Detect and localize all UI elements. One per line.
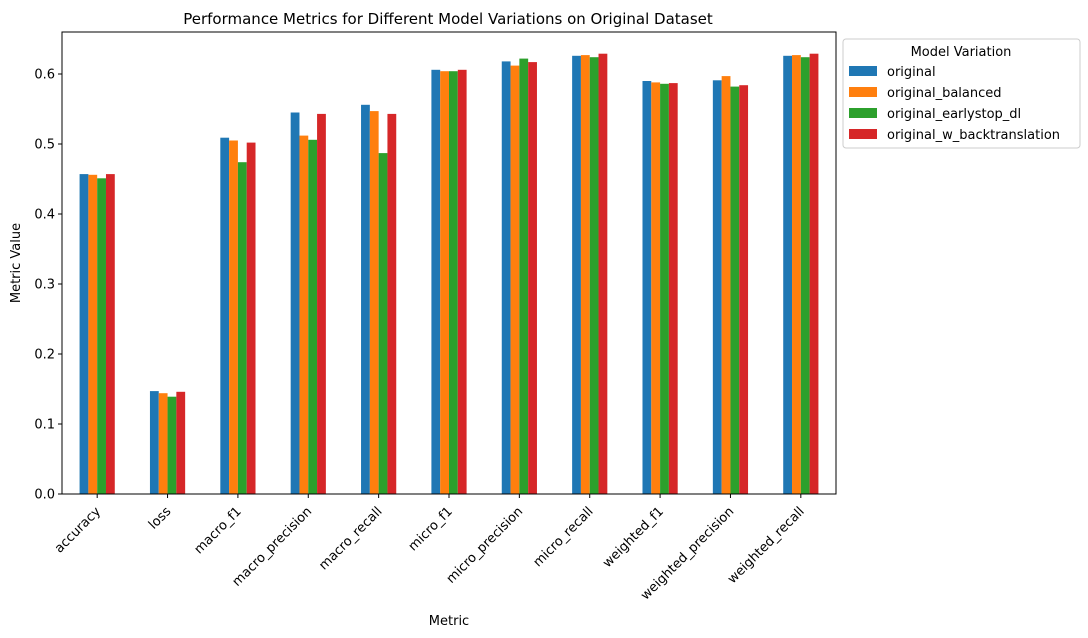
bar-original_balanced-weighted_precision bbox=[721, 76, 731, 494]
legend-swatch-original_w_backtranslation bbox=[849, 129, 877, 139]
bar-original-micro_recall bbox=[572, 55, 581, 495]
bar-original_balanced-micro_f1 bbox=[440, 71, 449, 494]
x-axis-label: Metric bbox=[429, 614, 469, 629]
bar-original_earlystop_dl-micro_precision bbox=[519, 58, 529, 494]
bar-original_w_backtranslation-weighted_recall bbox=[809, 53, 819, 494]
bar-original_w_backtranslation-weighted_f1 bbox=[668, 83, 678, 494]
legend-label-original: original bbox=[887, 65, 936, 80]
legend-box bbox=[842, 38, 1081, 149]
x-tick-label-accuracy: accuracy bbox=[52, 504, 104, 556]
y-tick-label: 0.6 bbox=[34, 68, 55, 83]
y-tick-label: 0.0 bbox=[34, 488, 55, 503]
bars-group bbox=[79, 53, 819, 495]
bar-original_earlystop_dl-micro_f1 bbox=[449, 71, 458, 494]
y-tick-label: 0.4 bbox=[34, 208, 55, 223]
bar-original-micro_f1 bbox=[431, 69, 441, 495]
legend-swatch-original_earlystop_dl bbox=[849, 108, 877, 118]
bar-original_earlystop_dl-macro_f1 bbox=[237, 162, 247, 494]
bar-original_earlystop_dl-micro_recall bbox=[589, 57, 599, 494]
bar-original_earlystop_dl-loss bbox=[167, 396, 177, 494]
legend-title: Model Variation bbox=[911, 45, 1012, 60]
bar-original_w_backtranslation-loss bbox=[176, 391, 186, 494]
bar-original-weighted_f1 bbox=[642, 81, 652, 494]
y-tick-label: 0.2 bbox=[34, 348, 55, 363]
bar-original-macro_f1 bbox=[220, 137, 230, 494]
x-tick-label-micro_recall: micro_recall bbox=[531, 504, 597, 570]
bar-original_w_backtranslation-micro_f1 bbox=[457, 69, 467, 495]
x-tick-label-loss: loss bbox=[146, 504, 175, 533]
bar-original_balanced-weighted_f1 bbox=[651, 82, 661, 495]
chart-title: Performance Metrics for Different Model … bbox=[183, 10, 713, 28]
legend: Model Variation original original_balance… bbox=[842, 38, 1081, 149]
bar-original_balanced-micro_recall bbox=[580, 55, 590, 494]
bar-original-macro_recall bbox=[361, 104, 370, 495]
bar-original_earlystop_dl-weighted_f1 bbox=[660, 83, 669, 495]
bar-original_earlystop_dl-weighted_recall bbox=[800, 57, 810, 494]
bar-original_earlystop_dl-accuracy bbox=[97, 178, 106, 495]
bar-original-accuracy bbox=[79, 174, 89, 494]
y-axis-label: Metric Value bbox=[9, 223, 24, 303]
bar-original_earlystop_dl-macro_precision bbox=[308, 139, 318, 495]
bar-original_balanced-accuracy bbox=[88, 174, 98, 495]
bar-original_balanced-loss bbox=[158, 393, 168, 494]
bar-original_balanced-macro_f1 bbox=[229, 140, 238, 494]
x-tick-label-weighted_f1: weighted_f1 bbox=[600, 504, 667, 571]
bar-original_w_backtranslation-weighted_precision bbox=[739, 85, 749, 494]
bar-original-weighted_precision bbox=[712, 80, 722, 495]
bar-original_balanced-weighted_recall bbox=[792, 55, 801, 494]
y-tick-label: 0.3 bbox=[34, 278, 55, 293]
x-tick-label-weighted_recall: weighted_recall bbox=[725, 504, 808, 587]
bar-original_w_backtranslation-macro_precision bbox=[317, 113, 326, 495]
bar-original_w_backtranslation-macro_recall bbox=[387, 113, 397, 495]
bar-original_w_backtranslation-macro_f1 bbox=[246, 142, 256, 494]
y-tick-label: 0.5 bbox=[34, 138, 55, 153]
bar-original_earlystop_dl-weighted_precision bbox=[730, 86, 740, 494]
legend-swatch-original_balanced bbox=[849, 87, 877, 97]
bar-original-loss bbox=[149, 391, 159, 494]
legend-label-original_w_backtranslation: original_w_backtranslation bbox=[887, 128, 1060, 143]
y-axis: 0.0 0.1 0.2 0.3 0.4 0.5 0.6 bbox=[34, 68, 62, 503]
x-tick-label-micro_precision: micro_precision bbox=[444, 504, 526, 586]
legend-items: original original_balanced original_earlys… bbox=[849, 65, 1060, 143]
x-tick-label-macro_f1: macro_f1 bbox=[192, 504, 245, 557]
legend-label-original_balanced: original_balanced bbox=[887, 86, 1002, 101]
x-tick-label-macro_recall: macro_recall bbox=[316, 504, 385, 573]
bar-original-micro_precision bbox=[501, 61, 511, 495]
bar-original_w_backtranslation-micro_recall bbox=[598, 53, 608, 494]
bar-original_w_backtranslation-micro_precision bbox=[528, 62, 537, 494]
bar-original_balanced-macro_recall bbox=[369, 111, 379, 494]
legend-label-original_earlystop_dl: original_earlystop_dl bbox=[887, 107, 1021, 122]
bar-original_earlystop_dl-macro_recall bbox=[378, 153, 388, 494]
bar-original_w_backtranslation-accuracy bbox=[105, 174, 115, 494]
x-tick-label-micro_f1: micro_f1 bbox=[406, 504, 456, 554]
bar-original-weighted_recall bbox=[783, 55, 793, 495]
y-tick-label: 0.1 bbox=[34, 418, 55, 433]
bar-original-macro_precision bbox=[290, 112, 300, 494]
bar-original_balanced-macro_precision bbox=[299, 135, 309, 494]
bar-original_balanced-micro_precision bbox=[510, 65, 520, 494]
legend-swatch-original bbox=[849, 66, 877, 76]
